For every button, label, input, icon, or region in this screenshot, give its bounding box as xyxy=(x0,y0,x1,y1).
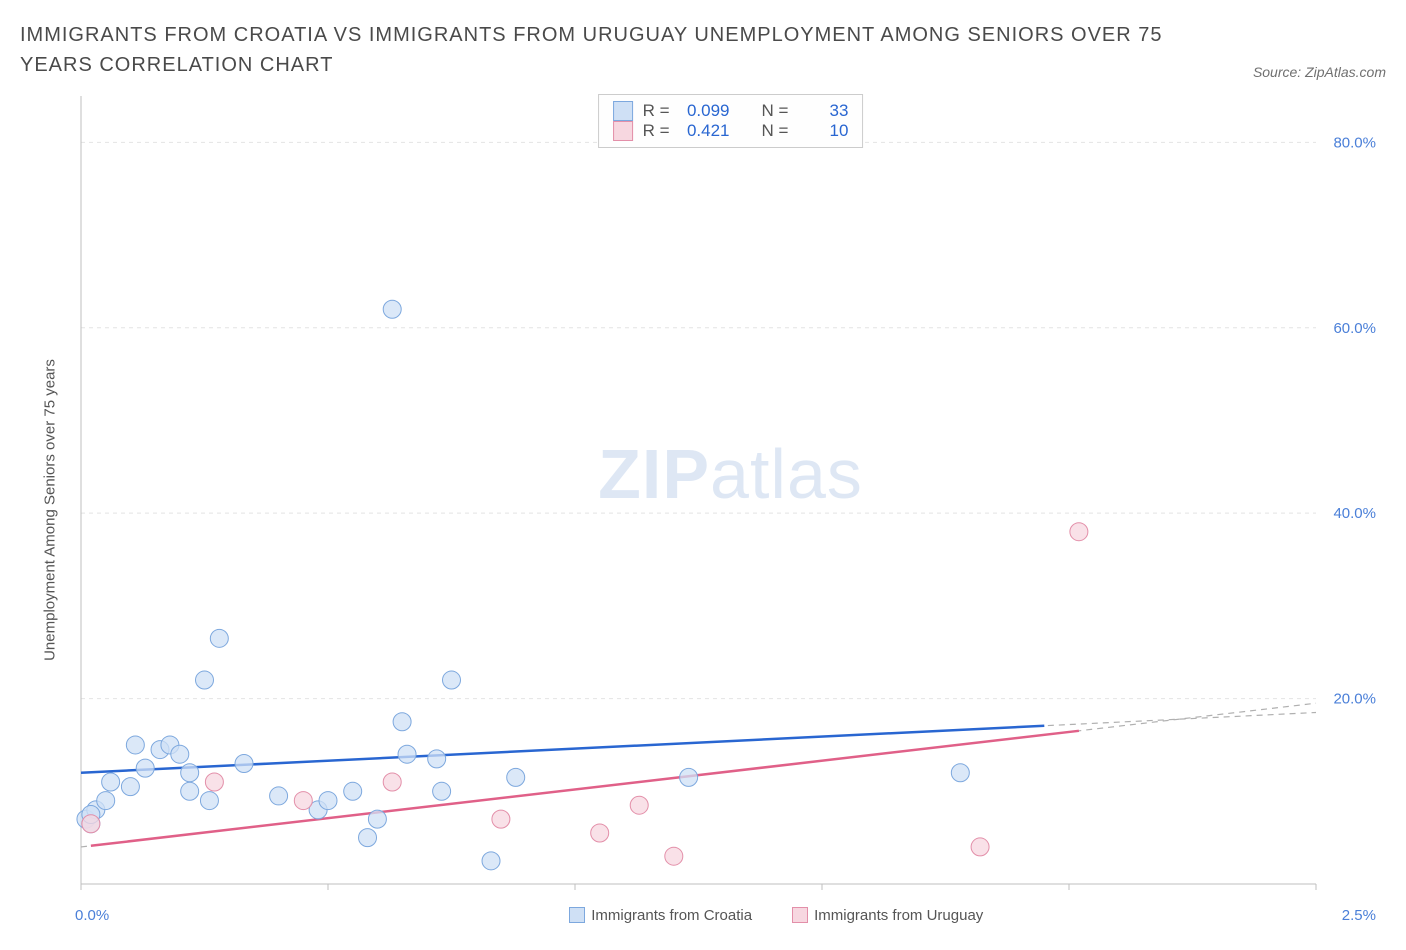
legend-N-value: 33 xyxy=(798,101,848,121)
svg-text:40.0%: 40.0% xyxy=(1333,505,1376,522)
legend-N-value: 10 xyxy=(798,121,848,141)
svg-text:20.0%: 20.0% xyxy=(1333,691,1376,708)
legend-R-label: R = xyxy=(643,101,670,121)
legend-swatch-croatia xyxy=(569,907,585,923)
source-label: Source: ZipAtlas.com xyxy=(1253,64,1386,80)
legend-stat-row: R = 0.099 N = 33 xyxy=(613,101,849,121)
y-axis-label: Unemployment Among Seniors over 75 years xyxy=(42,359,59,661)
x-max-label: 2.5% xyxy=(1342,907,1376,924)
legend-R-label: R = xyxy=(643,121,670,141)
legend-R-value: 0.099 xyxy=(680,101,730,121)
legend-label-uruguay: Immigrants from Uruguay xyxy=(814,907,983,924)
x-min-label: 0.0% xyxy=(75,907,109,924)
svg-text:60.0%: 60.0% xyxy=(1333,320,1376,337)
legend-item-uruguay: Immigrants from Uruguay xyxy=(792,907,983,924)
legend-stat-swatch xyxy=(613,101,633,121)
legend-R-value: 0.421 xyxy=(680,121,730,141)
svg-text:80.0%: 80.0% xyxy=(1333,134,1376,151)
legend-label-croatia: Immigrants from Croatia xyxy=(591,907,752,924)
chart-title: IMMIGRANTS FROM CROATIA VS IMMIGRANTS FR… xyxy=(20,20,1170,80)
legend-item-croatia: Immigrants from Croatia xyxy=(569,907,752,924)
chart-container: Unemployment Among Seniors over 75 years… xyxy=(20,90,1386,930)
legend-N-label: N = xyxy=(762,121,789,141)
correlation-legend: R = 0.099 N = 33 R = 0.421 N = 10 xyxy=(598,94,864,148)
legend-swatch-uruguay xyxy=(792,907,808,923)
scatter-plot: 20.0% 40.0% 60.0% 80.0% xyxy=(75,90,1386,890)
legend-N-label: N = xyxy=(762,101,789,121)
x-axis-legend: 0.0% Immigrants from Croatia Immigrants … xyxy=(75,900,1386,930)
legend-stat-row: R = 0.421 N = 10 xyxy=(613,121,849,141)
legend-stat-swatch xyxy=(613,121,633,141)
